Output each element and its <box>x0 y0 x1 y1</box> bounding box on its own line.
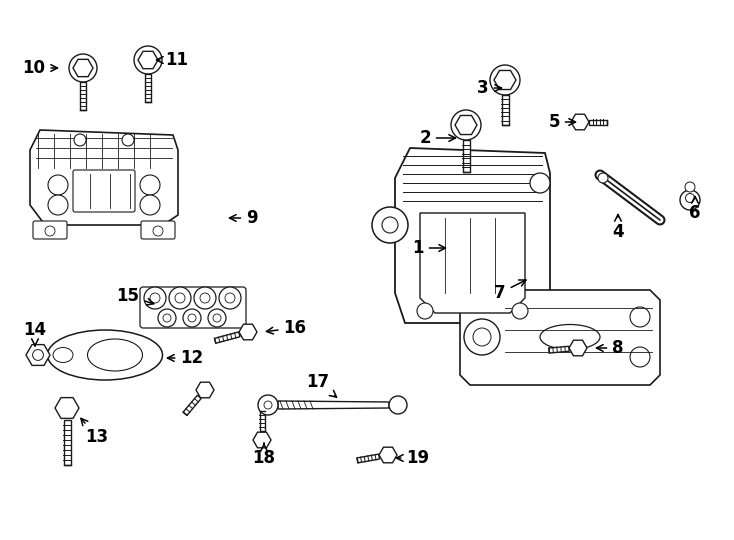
Text: 9: 9 <box>230 209 258 227</box>
Text: 15: 15 <box>117 287 153 305</box>
Polygon shape <box>80 82 86 110</box>
Text: 4: 4 <box>612 214 624 241</box>
Circle shape <box>153 226 163 236</box>
Circle shape <box>490 65 520 95</box>
Circle shape <box>258 395 278 415</box>
Circle shape <box>69 54 97 82</box>
Text: 6: 6 <box>689 197 701 222</box>
Circle shape <box>169 287 191 309</box>
Text: 18: 18 <box>252 443 275 467</box>
Ellipse shape <box>87 339 142 371</box>
Text: 2: 2 <box>419 129 456 147</box>
Circle shape <box>74 134 86 146</box>
Circle shape <box>598 173 608 183</box>
Circle shape <box>188 314 196 322</box>
Circle shape <box>200 293 210 303</box>
Text: 17: 17 <box>306 373 336 397</box>
Polygon shape <box>30 130 178 225</box>
Polygon shape <box>589 119 607 125</box>
Text: 13: 13 <box>81 418 109 446</box>
Circle shape <box>213 314 221 322</box>
Circle shape <box>134 46 162 74</box>
Circle shape <box>530 173 550 193</box>
Circle shape <box>140 175 160 195</box>
Circle shape <box>382 217 398 233</box>
Text: 10: 10 <box>23 59 57 77</box>
FancyBboxPatch shape <box>73 170 135 212</box>
Circle shape <box>389 396 407 414</box>
Polygon shape <box>184 395 201 415</box>
Circle shape <box>208 309 226 327</box>
Polygon shape <box>460 290 660 385</box>
Polygon shape <box>278 401 389 409</box>
Text: 12: 12 <box>167 349 203 367</box>
Polygon shape <box>145 74 151 102</box>
Circle shape <box>183 309 201 327</box>
Circle shape <box>122 134 134 146</box>
Circle shape <box>48 195 68 215</box>
Circle shape <box>163 314 171 322</box>
Circle shape <box>451 110 481 140</box>
Circle shape <box>464 319 500 355</box>
Circle shape <box>473 328 491 346</box>
Circle shape <box>219 287 241 309</box>
Circle shape <box>630 307 650 327</box>
Text: 19: 19 <box>396 449 429 467</box>
Circle shape <box>512 303 528 319</box>
Circle shape <box>175 293 185 303</box>
FancyBboxPatch shape <box>141 221 175 239</box>
Polygon shape <box>214 332 240 343</box>
Circle shape <box>630 347 650 367</box>
Polygon shape <box>462 140 470 172</box>
Polygon shape <box>420 213 525 313</box>
Text: 3: 3 <box>477 79 501 97</box>
Polygon shape <box>549 346 570 353</box>
Circle shape <box>686 193 694 202</box>
Polygon shape <box>395 148 550 323</box>
Ellipse shape <box>48 330 162 380</box>
Circle shape <box>158 309 176 327</box>
Circle shape <box>32 349 43 360</box>
Circle shape <box>45 226 55 236</box>
Text: 7: 7 <box>494 280 526 302</box>
Circle shape <box>685 182 695 192</box>
Text: 16: 16 <box>266 319 307 337</box>
Circle shape <box>680 190 700 210</box>
Ellipse shape <box>53 348 73 362</box>
Circle shape <box>150 293 160 303</box>
Circle shape <box>194 287 216 309</box>
Circle shape <box>417 303 433 319</box>
Text: 8: 8 <box>597 339 624 357</box>
Polygon shape <box>260 411 264 431</box>
Text: 14: 14 <box>23 321 46 346</box>
Circle shape <box>144 287 166 309</box>
FancyBboxPatch shape <box>140 287 246 328</box>
Text: 5: 5 <box>548 113 575 131</box>
Circle shape <box>372 207 408 243</box>
Circle shape <box>140 195 160 215</box>
Circle shape <box>264 401 272 409</box>
Polygon shape <box>357 454 379 463</box>
Circle shape <box>225 293 235 303</box>
Circle shape <box>48 175 68 195</box>
Text: 11: 11 <box>156 51 189 69</box>
Polygon shape <box>501 95 509 125</box>
Ellipse shape <box>540 325 600 349</box>
Polygon shape <box>64 420 70 465</box>
Text: 1: 1 <box>413 239 446 257</box>
FancyBboxPatch shape <box>33 221 67 239</box>
